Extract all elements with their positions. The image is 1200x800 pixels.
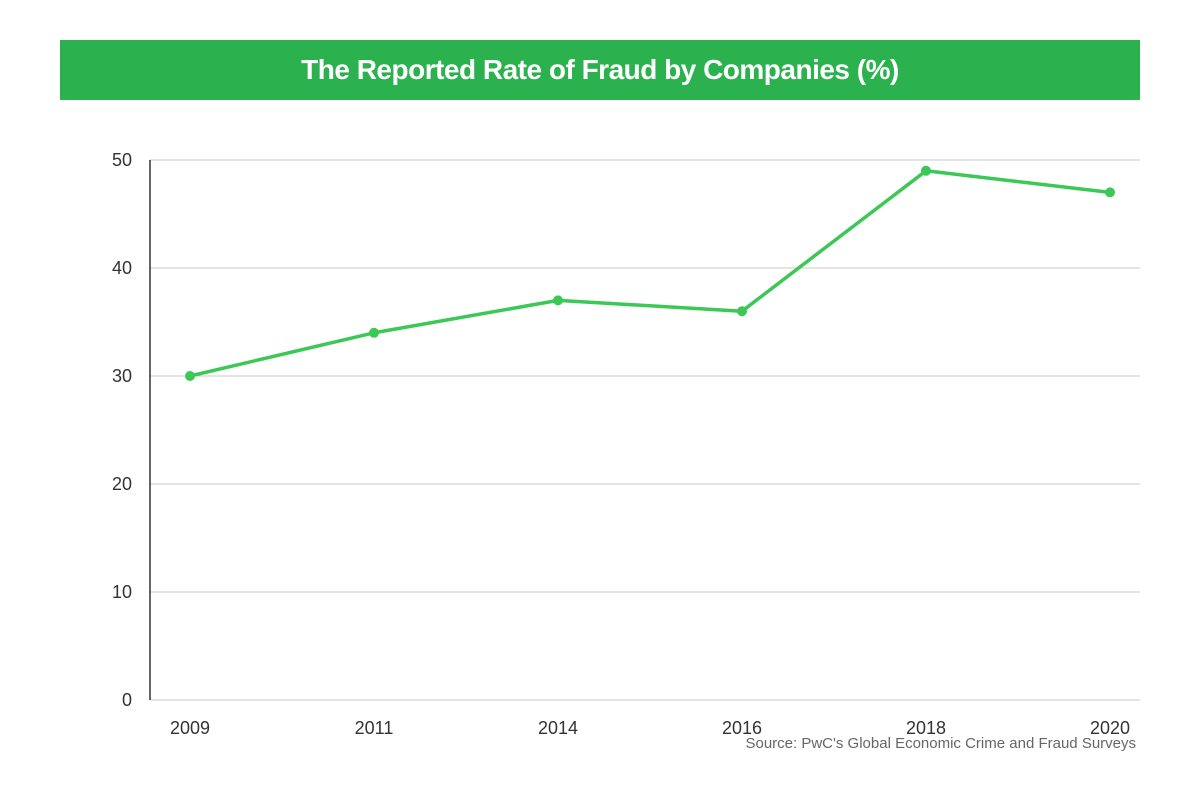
x-tick-label: 2014 [538, 718, 578, 738]
y-tick-label: 40 [112, 258, 132, 278]
y-tick-label: 20 [112, 474, 132, 494]
data-marker [369, 328, 379, 338]
source-text: Source: PwC's Global Economic Crime and … [745, 735, 1136, 752]
y-tick-label: 0 [122, 690, 132, 710]
chart-container: 01020304050200920112014201620182020 [60, 140, 1140, 760]
data-marker [1105, 187, 1115, 197]
y-tick-label: 50 [112, 150, 132, 170]
data-marker [737, 306, 747, 316]
data-marker [921, 166, 931, 176]
data-marker [553, 295, 563, 305]
x-tick-label: 2011 [355, 718, 394, 738]
y-tick-label: 30 [112, 366, 132, 386]
y-tick-label: 10 [112, 582, 132, 602]
line-chart-svg: 01020304050200920112014201620182020 [60, 140, 1140, 760]
data-line [190, 171, 1110, 376]
chart-title-bar: The Reported Rate of Fraud by Companies … [60, 40, 1140, 100]
data-marker [185, 371, 195, 381]
x-tick-label: 2009 [170, 718, 210, 738]
chart-title: The Reported Rate of Fraud by Companies … [301, 54, 899, 85]
